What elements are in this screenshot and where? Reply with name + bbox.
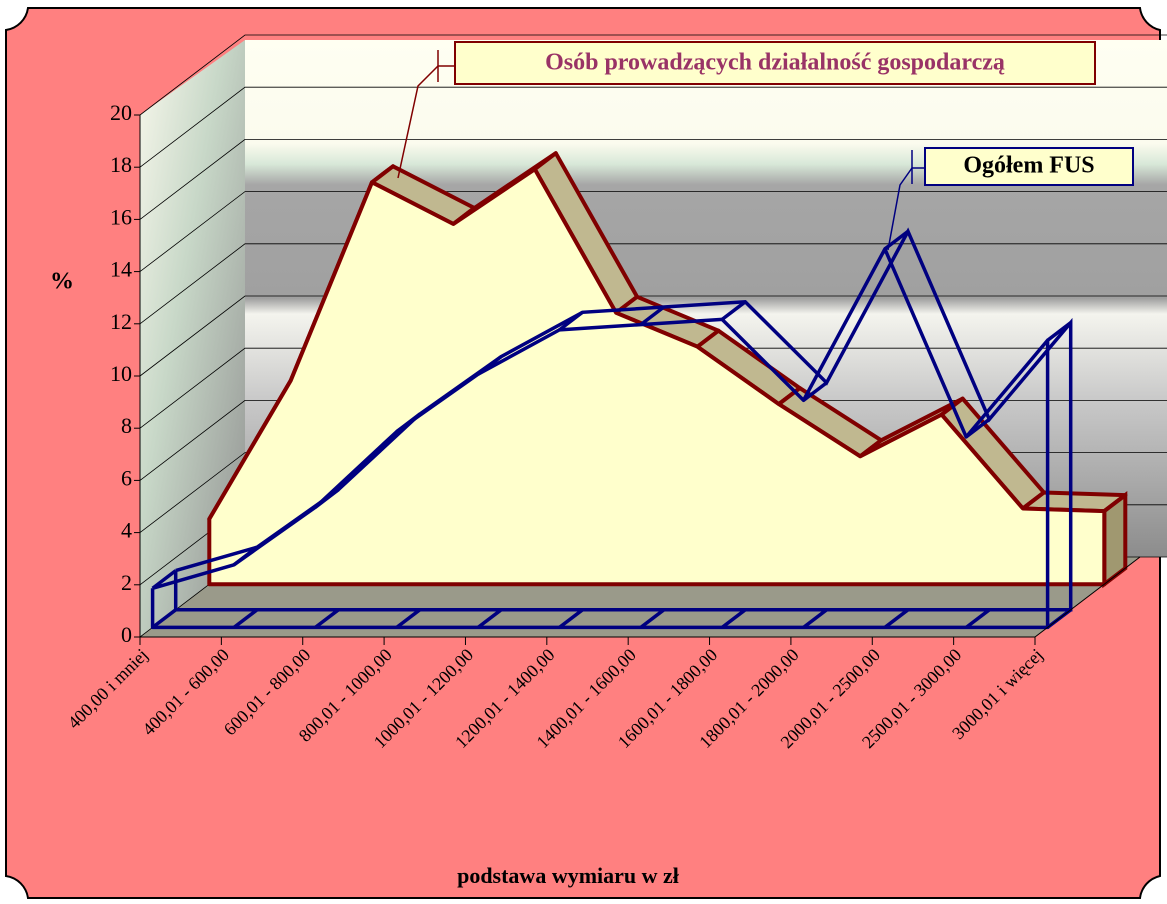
y-tick-label: 18 [110,152,132,177]
ribbon-floor [721,608,747,629]
ribbon-floor [476,608,503,629]
ribbon-floor [395,608,421,629]
ribbon-floor [314,608,340,629]
y-tick-label: 0 [121,622,132,647]
ribbon-floor [558,608,584,629]
y-tick-label: 6 [121,465,132,490]
grid-line [139,34,1167,116]
leader-line [397,65,455,179]
y-tick-label: 12 [110,309,132,334]
grid-line [139,191,1167,272]
grid-line [139,399,1167,481]
ribbon-edge [558,310,584,332]
series-label: Osób prowadzących działalność gospodarcz… [545,50,1005,76]
series-label-box [454,41,1096,85]
ribbon-floor [232,608,259,629]
y-tick-label: 20 [110,100,132,125]
y-tick-label: 10 [110,361,132,386]
area [207,167,1107,587]
ribbon-floor [639,608,665,629]
y-axis-title: % [50,269,74,295]
ribbon-edge [151,569,177,590]
grid-line [139,243,1167,325]
y-tick-label: 8 [121,413,132,438]
plot [150,151,1128,630]
y-tick-label: 14 [110,257,132,282]
grid-line [139,86,1167,168]
depth-axis [1034,556,1141,638]
series-label-box [924,147,1134,186]
ribbon-edge [1046,321,1072,342]
ribbon-floor [151,608,177,629]
series-label: Ogółem FUS [963,153,1094,179]
ribbon-edge [802,381,828,402]
ribbon-floor [802,608,828,629]
side-wall [140,40,245,637]
line [150,247,1050,630]
ribbon-floor [965,608,991,629]
grid-line [139,347,1167,429]
x-axis-title: podstawa wymiaru w zł [457,863,679,888]
y-tick-label: 4 [121,518,132,543]
y-tick-label: 2 [121,570,132,595]
grid-line [139,138,1167,220]
leader-line [887,167,925,251]
ribbon-edge [639,305,665,327]
y-tick-label: 16 [110,204,132,229]
ribbon-floor [883,608,910,629]
ribbon-edge [721,300,747,321]
